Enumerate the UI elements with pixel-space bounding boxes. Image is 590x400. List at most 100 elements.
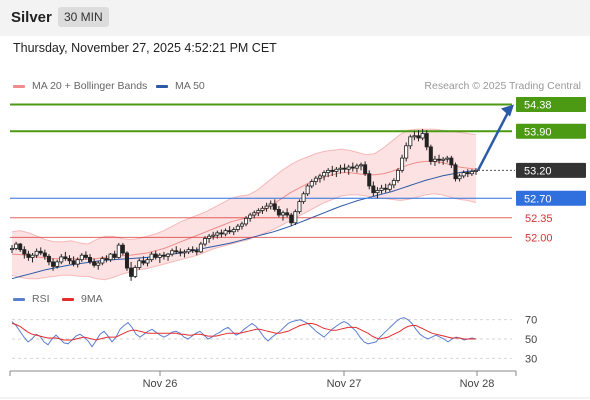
legend-rsi-label: RSI	[32, 293, 50, 305]
candle	[305, 183, 310, 197]
candle	[161, 251, 166, 260]
candle	[465, 169, 470, 178]
projection-arrow-line	[476, 109, 511, 171]
candle	[198, 241, 203, 253]
candle-body	[359, 164, 364, 167]
candle	[404, 142, 409, 162]
candle	[371, 181, 376, 197]
candle	[92, 258, 97, 268]
candle-body	[124, 252, 129, 269]
candle-body	[301, 193, 306, 203]
candle-body	[18, 243, 23, 251]
x-tick-label: Nov 28	[460, 378, 495, 390]
price-badge-label: 53.20	[524, 165, 552, 177]
candle-body	[174, 250, 179, 253]
candle-body	[420, 133, 425, 139]
candle-body	[297, 201, 302, 213]
candle-body	[239, 223, 244, 227]
candle	[157, 252, 162, 264]
candle-body	[293, 211, 298, 224]
candle-body	[145, 259, 150, 264]
price-badge-53.90	[516, 123, 586, 139]
price-badge-52.70	[516, 190, 586, 206]
candle	[202, 236, 207, 247]
rsi-tick-label: 50	[525, 334, 537, 346]
price-badge-label: 53.90	[524, 126, 552, 138]
candle-body	[55, 261, 60, 267]
candle	[408, 134, 413, 150]
candle-body	[449, 157, 454, 166]
projection-arrow-head-icon	[501, 104, 514, 117]
candle-body	[375, 190, 380, 194]
candle-body	[400, 157, 405, 171]
candle	[231, 227, 236, 236]
candle	[186, 247, 191, 255]
candle-body	[34, 250, 39, 256]
candle-body	[137, 260, 142, 268]
candle-body	[38, 250, 43, 254]
candle	[395, 168, 400, 183]
candle	[120, 242, 125, 256]
candle-body	[42, 252, 47, 257]
candle	[46, 254, 51, 266]
candle-body	[26, 253, 31, 258]
candle-body	[342, 167, 347, 170]
candle	[178, 248, 183, 257]
candle-body	[182, 251, 187, 254]
interval-button[interactable]: 30 MIN	[58, 7, 109, 27]
candle-body	[170, 250, 175, 255]
candle-body	[252, 212, 257, 216]
candle	[350, 162, 355, 172]
candle	[112, 250, 117, 260]
candle	[51, 258, 56, 271]
candle-body	[59, 256, 64, 263]
candle-body	[338, 167, 343, 170]
candle-body	[116, 244, 121, 258]
candle-body	[317, 175, 322, 179]
candle-body	[186, 249, 191, 253]
candle-body	[141, 260, 146, 264]
rsi-ma-swatch-icon	[62, 297, 74, 301]
candle-body	[161, 254, 166, 257]
candle-body	[350, 166, 355, 169]
candle	[342, 163, 347, 173]
candle	[67, 255, 72, 265]
candle	[428, 144, 433, 165]
candle	[363, 161, 368, 176]
candle	[346, 164, 351, 175]
candle-body	[408, 136, 413, 147]
candle	[297, 199, 302, 214]
candle	[227, 226, 232, 234]
candle	[190, 246, 195, 253]
candle-body	[63, 256, 68, 259]
x-tick-label: Nov 27	[327, 378, 362, 390]
candle	[153, 250, 158, 260]
candle	[420, 129, 425, 141]
legend-rsi-ma-label: 9MA	[81, 293, 103, 305]
candle	[330, 165, 335, 176]
candle-body	[424, 133, 429, 148]
candle-body	[313, 177, 318, 182]
candle	[129, 261, 134, 281]
candle-body	[46, 255, 51, 263]
candle-body	[367, 173, 372, 187]
candle	[141, 256, 146, 266]
candle-body	[416, 135, 421, 139]
candle-body	[330, 169, 335, 172]
candle-body	[441, 158, 446, 161]
candle	[22, 246, 27, 259]
candle-body	[22, 249, 27, 255]
candle-body	[244, 217, 249, 225]
legend-rsi-ma: 9MA	[62, 293, 103, 305]
candle-body	[305, 185, 310, 195]
instrument-title: Silver	[11, 9, 52, 26]
candle-body	[14, 243, 19, 249]
candle	[383, 183, 388, 193]
candle-body	[326, 169, 331, 173]
rsi-tick-label: 70	[525, 315, 537, 327]
x-tick-label: Nov 26	[143, 378, 178, 390]
candle-body	[289, 214, 294, 224]
candle-body	[219, 232, 224, 235]
ma50-swatch-icon	[156, 84, 168, 88]
ma20-swatch-icon	[13, 84, 25, 88]
